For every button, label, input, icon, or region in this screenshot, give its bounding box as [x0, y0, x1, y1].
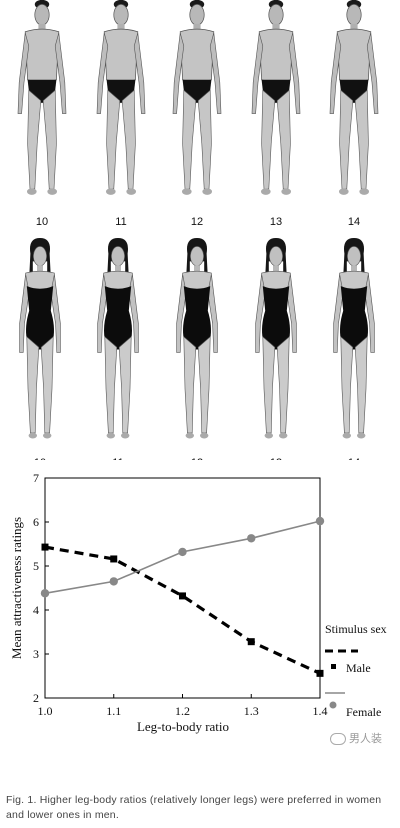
female-data-point: [247, 534, 256, 543]
x-tick-label: 1.0: [38, 704, 53, 718]
female-label-11: 11: [112, 457, 123, 460]
male-label-13: 13: [270, 216, 282, 228]
wechat-icon: [330, 733, 346, 745]
male-figure-14: [329, 0, 379, 196]
y-tick-label: 6: [33, 515, 39, 529]
y-tick-label: 5: [33, 559, 39, 573]
y-axis-title: Mean attractiveness ratings: [9, 517, 24, 659]
legend-title: Stimulus sex: [325, 622, 387, 636]
y-tick-label: 7: [33, 471, 39, 485]
x-tick-label: 1.3: [244, 704, 259, 718]
male-figure-11: [96, 0, 146, 196]
legend-female-label: Female: [346, 705, 381, 719]
x-axis-ticks: 1.0 1.1 1.2 1.3 1.4: [38, 694, 328, 718]
y-axis-ticks: 2 3 4 5 6 7: [33, 471, 49, 705]
female-label-14: 14: [348, 457, 360, 460]
body-figures: 10 11 12 13 14 10 11 12 13 14: [17, 0, 379, 460]
female-series-line: [44, 520, 321, 595]
female-data-point: [40, 589, 50, 598]
male-label-10: 10: [36, 216, 48, 228]
male-data-point: [179, 592, 186, 600]
male-figure-13: [251, 0, 301, 196]
plot-frame: [44, 477, 321, 699]
female-data-point: [109, 577, 118, 586]
female-figure-14: [332, 237, 376, 440]
legend-male-label: Male: [346, 661, 371, 675]
x-axis-title: Leg-to-body ratio: [137, 719, 229, 734]
female-figure-11: [96, 237, 140, 440]
male-label-12: 12: [191, 216, 203, 228]
y-tick-label: 3: [33, 647, 39, 661]
male-series-line: [44, 545, 321, 675]
male-data-point: [41, 543, 49, 551]
female-label-12: 12: [191, 457, 203, 460]
series-layer: [40, 516, 325, 677]
y-tick-label: 4: [33, 603, 39, 617]
female-label-10: 10: [34, 457, 46, 460]
male-figure-labels: 10 11 12 13 14: [36, 216, 360, 228]
watermark: 男人装: [330, 730, 382, 746]
female-figure-labels: 10 11 12 13 14: [34, 457, 360, 460]
legend-female-marker: [329, 701, 337, 709]
x-tick-label: 1.4: [313, 704, 328, 718]
line-chart: 2 3 4 5 6 7 1.0 1.1 1.2 1.3 1.4 Mean attractivene…: [9, 471, 387, 734]
female-data-point: [178, 547, 187, 557]
male-figure-row: [17, 0, 379, 196]
figure-caption: Fig. 1. Higher leg-body ratios (relative…: [6, 794, 382, 821]
male-label-14: 14: [348, 216, 360, 228]
male-figure-10: [17, 0, 67, 196]
x-tick-label: 1.2: [175, 704, 190, 718]
y-tick-label: 2: [33, 691, 39, 705]
female-figure-10: [18, 237, 62, 440]
female-label-13: 13: [270, 457, 282, 460]
female-figure-row: [18, 237, 376, 440]
male-data-point: [110, 555, 118, 563]
legend-male-marker: [331, 664, 336, 669]
male-data-point: [316, 669, 324, 677]
female-figure-12: [175, 237, 219, 440]
male-data-point: [247, 638, 255, 646]
male-figure-12: [172, 0, 222, 196]
male-label-11: 11: [115, 216, 126, 228]
female-data-point: [315, 516, 325, 526]
female-figure-13: [254, 237, 298, 440]
watermark-text: 男人装: [349, 732, 382, 745]
legend: Stimulus sex Male Female: [325, 622, 387, 719]
x-tick-label: 1.1: [106, 704, 121, 718]
